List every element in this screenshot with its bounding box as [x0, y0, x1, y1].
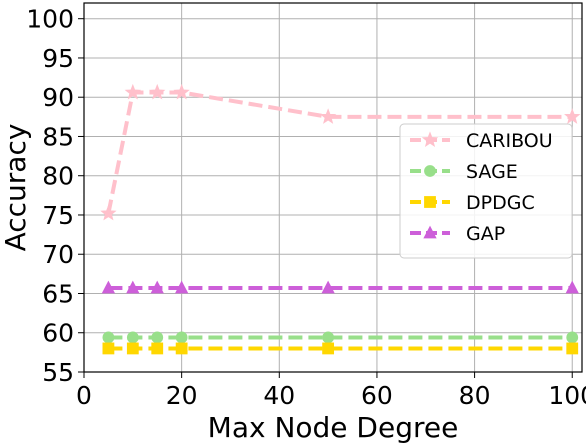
data-point: [319, 108, 337, 124]
data-point: [149, 83, 166, 100]
legend-entry: GAP: [410, 223, 505, 245]
data-point: [150, 280, 164, 294]
y-tick-label: 85: [42, 122, 74, 151]
x-ticks: 0 20 40 60 80 100: [76, 372, 586, 410]
y-tick-label: 70: [42, 240, 74, 269]
legend-marker: [421, 131, 439, 147]
legend-label: DPDGC: [466, 192, 535, 214]
data-point: [126, 280, 140, 294]
data-point: [124, 83, 142, 100]
data-point: [126, 342, 139, 355]
x-tick-label: 0: [76, 381, 92, 410]
legend-marker: [423, 225, 437, 239]
legend-label: CARIBOU: [466, 130, 553, 152]
data-point: [322, 331, 335, 344]
legend-entry: CARIBOU: [410, 130, 553, 152]
series-gap: [101, 280, 579, 294]
legend-box: [399, 123, 573, 259]
data-point: [566, 342, 579, 355]
y-tick-label: 80: [42, 162, 74, 191]
data-point: [173, 83, 190, 100]
data-point: [151, 342, 164, 355]
legend-entry: DPDGC: [410, 192, 535, 214]
x-tick-label: 100: [548, 381, 586, 410]
legend: CARIBOU SAGE DPDGC GAP: [399, 123, 573, 259]
series-line: [106, 90, 573, 214]
data-point: [321, 280, 335, 294]
data-point: [175, 331, 188, 344]
series-sage: [102, 331, 579, 344]
series-caribou: [100, 83, 581, 221]
data-point: [322, 342, 335, 355]
y-tick-label: 60: [42, 319, 74, 348]
data-point: [566, 331, 579, 344]
series-dpdgc: [102, 342, 579, 355]
legend-label: GAP: [466, 223, 505, 245]
data-point: [151, 331, 164, 344]
data-point: [102, 331, 115, 344]
data-point: [126, 331, 139, 344]
x-tick-label: 80: [459, 381, 491, 410]
y-ticks: 55 60 65 70 75 80 85 90 95 100: [26, 5, 84, 387]
y-tick-label: 95: [42, 44, 74, 73]
y-tick-label: 65: [42, 279, 74, 308]
legend-label: SAGE: [466, 161, 518, 183]
y-tick-label: 100: [26, 5, 74, 34]
legend-marker: [424, 165, 436, 177]
data-point: [175, 342, 188, 355]
x-tick-label: 20: [166, 381, 198, 410]
x-tick-label: 40: [263, 381, 295, 410]
legend-marker: [424, 196, 436, 208]
data-point: [102, 342, 115, 355]
series-layer: [100, 83, 581, 355]
data-point: [174, 280, 189, 294]
data-point: [564, 108, 581, 124]
data-point: [101, 280, 116, 294]
plot-frame: [83, 2, 583, 373]
data-point: [565, 280, 579, 294]
x-axis-label: Max Node Degree: [208, 411, 459, 444]
legend-entry: SAGE: [410, 161, 518, 183]
y-tick-label: 90: [42, 83, 74, 112]
y-tick-label: 75: [42, 201, 74, 230]
data-point: [100, 204, 117, 221]
y-axis-label: Accuracy: [0, 124, 32, 252]
x-tick-label: 60: [361, 381, 393, 410]
y-tick-label: 55: [42, 358, 74, 387]
